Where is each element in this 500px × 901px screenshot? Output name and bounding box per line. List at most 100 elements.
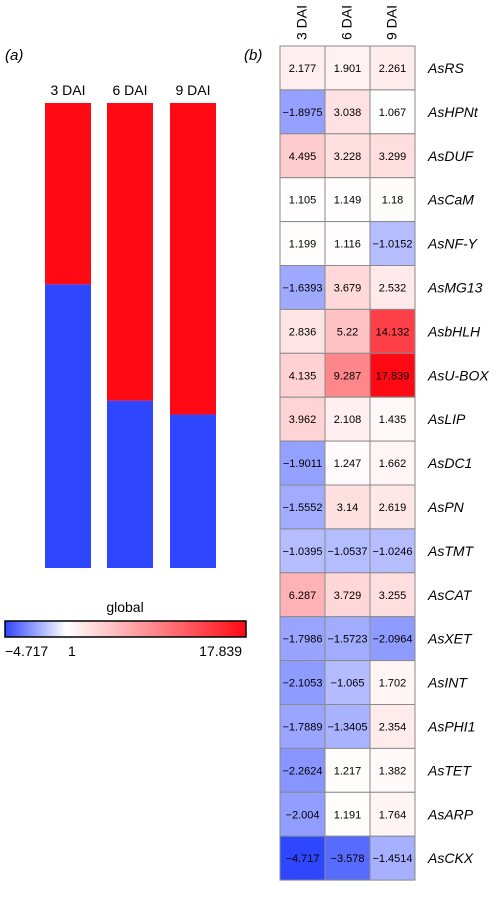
heatmap-cell bbox=[324, 835, 371, 881]
heatmap-row-label: AsDC1 bbox=[427, 455, 472, 471]
heatmap-row-label: AsTMT bbox=[427, 543, 475, 559]
heatmap-cell-value: 3.038 bbox=[334, 107, 362, 119]
heatmap-cell-value: 2.354 bbox=[379, 721, 407, 733]
heatmap-cell-value: 1.662 bbox=[379, 458, 407, 470]
heatmap-cell-value: −1.5723 bbox=[327, 634, 367, 646]
heatmap-cell-value: −2.2624 bbox=[282, 765, 322, 777]
heatmap-cell-value: 2.619 bbox=[379, 502, 407, 514]
heatmap-row-label: AsDUF bbox=[427, 148, 475, 164]
bar-category-label: 9 DAI bbox=[175, 82, 210, 98]
heatmap-cell-value: 1.116 bbox=[334, 239, 361, 251]
heatmap-cell bbox=[324, 352, 371, 398]
heatmap-cell-value: 2.177 bbox=[289, 63, 317, 75]
heatmap-cell bbox=[369, 572, 416, 618]
bar-segment-upper-1 bbox=[45, 103, 91, 285]
heatmap-cell-value: 1.382 bbox=[379, 765, 407, 777]
heatmap-row-label: AsLIP bbox=[427, 411, 466, 427]
heatmap-cell bbox=[369, 835, 416, 881]
heatmap-cell bbox=[369, 265, 416, 310]
heatmap-cell-value: 6.287 bbox=[289, 590, 317, 602]
color-scale: global −4.717 1 17.839 bbox=[4, 599, 247, 659]
heatmap-cell-value: −1.4514 bbox=[372, 853, 412, 865]
panel-b-label: (b) bbox=[244, 47, 262, 64]
heatmap-column-label: 6 DAI bbox=[339, 5, 355, 40]
heatmap-row-label: AsMG13 bbox=[427, 279, 483, 295]
heatmap-cell bbox=[369, 704, 416, 749]
heatmap-cell bbox=[324, 440, 371, 486]
heatmap-cell-value: −2.004 bbox=[286, 809, 320, 821]
heatmap-row-label: AsHPNt bbox=[427, 104, 479, 120]
heatmap-cell bbox=[279, 747, 326, 793]
heatmap-cell-value: 17.839 bbox=[376, 370, 410, 382]
heatmap-cell-value: −1.0246 bbox=[372, 546, 412, 558]
heatmap-cell-value: 1.18 bbox=[382, 195, 403, 207]
heatmap-cell bbox=[369, 308, 416, 354]
heatmap-cell-value: −1.8975 bbox=[282, 107, 322, 119]
heatmap-cell bbox=[369, 89, 416, 135]
heatmap-row-label: AsARP bbox=[427, 806, 474, 822]
heatmap-cell bbox=[324, 133, 371, 179]
bar-segment-lower-3 bbox=[170, 414, 216, 568]
heatmap-row-label: AsRS bbox=[427, 60, 464, 76]
heatmap-cell-value: 9.287 bbox=[334, 370, 362, 382]
heatmap-row-label: AsbHLH bbox=[427, 323, 481, 339]
heatmap-cell-value: 1.764 bbox=[379, 809, 407, 821]
heatmap-cell-value: −1.065 bbox=[331, 678, 365, 690]
heatmap-cell-value: −1.5552 bbox=[282, 502, 322, 514]
heatmap-cell-value: 1.105 bbox=[289, 195, 317, 207]
heatmap-cell-value: −1.7986 bbox=[282, 634, 322, 646]
heatmap-cell bbox=[279, 45, 326, 91]
color-scale-min-label: −4.717 bbox=[5, 643, 48, 659]
panel-a-label: (a) bbox=[5, 47, 23, 64]
heatmap-cell bbox=[279, 835, 326, 881]
heatmap-cell-value: 1.247 bbox=[334, 458, 362, 470]
heatmap-cell bbox=[324, 308, 371, 354]
bar-segment-upper-3 bbox=[170, 103, 216, 415]
heatmap-cell-value: 1.191 bbox=[334, 809, 362, 821]
heatmap-cell-value: 3.255 bbox=[379, 590, 407, 602]
heatmap-row-label: AsU-BOX bbox=[427, 367, 489, 383]
heatmap-cell bbox=[324, 265, 371, 310]
heatmap-cell-value: −1.6393 bbox=[282, 282, 322, 294]
bar-segment-upper-2 bbox=[107, 103, 153, 401]
heatmap-cell bbox=[279, 572, 326, 618]
heatmap-cell bbox=[369, 660, 416, 705]
bar-category-label: 6 DAI bbox=[112, 82, 147, 98]
heatmap-cell bbox=[279, 265, 326, 310]
heatmap-row-label: AsCKX bbox=[427, 850, 474, 866]
heatmap-cell-value: 14.132 bbox=[376, 326, 410, 338]
heatmap-row-label: AsCaM bbox=[427, 192, 474, 208]
heatmap-cell bbox=[279, 704, 326, 749]
bar-category-label: 3 DAI bbox=[50, 82, 85, 98]
heatmap-row-label: AsCAT bbox=[427, 587, 473, 603]
heatmap-row-label: AsINT bbox=[427, 675, 468, 691]
heatmap-cell bbox=[324, 704, 371, 749]
heatmap-cell-value: 4.495 bbox=[289, 151, 317, 163]
color-scale-max-label: 17.839 bbox=[199, 643, 242, 659]
heatmap-cell-value: 1.435 bbox=[379, 414, 407, 426]
heatmap-row-label: AsTET bbox=[427, 762, 472, 778]
heatmap-cell bbox=[369, 177, 416, 223]
color-scale-bar bbox=[4, 620, 247, 638]
heatmap-cell-value: −1.3405 bbox=[327, 721, 367, 733]
heatmap-row-label: AsPHI1 bbox=[427, 718, 475, 734]
heatmap-cell-value: −1.7889 bbox=[282, 721, 322, 733]
heatmap-cell bbox=[369, 791, 416, 837]
heatmap-row-label: AsXET bbox=[427, 631, 473, 647]
heatmap-cell-value: −1.0395 bbox=[282, 546, 322, 558]
heatmap-cell-value: 3.729 bbox=[334, 590, 362, 602]
heatmap-cell bbox=[369, 616, 416, 662]
stacked-bar-chart: 3 DAI 6 DAI 9 DAI bbox=[45, 82, 216, 568]
heatmap-cell-value: 1.199 bbox=[289, 239, 317, 251]
heatmap-cell bbox=[324, 791, 371, 837]
heatmap-cell-value: 1.901 bbox=[334, 63, 362, 75]
heatmap-cell-value: −1.0152 bbox=[372, 239, 412, 251]
heatmap-cell bbox=[369, 396, 416, 442]
bar-segment-lower-1 bbox=[45, 284, 91, 568]
heatmap-cell bbox=[279, 616, 326, 662]
heatmap-cell-value: 5.22 bbox=[337, 326, 358, 338]
heatmap-cell bbox=[279, 660, 326, 705]
heatmap-cell-value: 1.067 bbox=[379, 107, 407, 119]
heatmap-cell bbox=[279, 308, 326, 354]
